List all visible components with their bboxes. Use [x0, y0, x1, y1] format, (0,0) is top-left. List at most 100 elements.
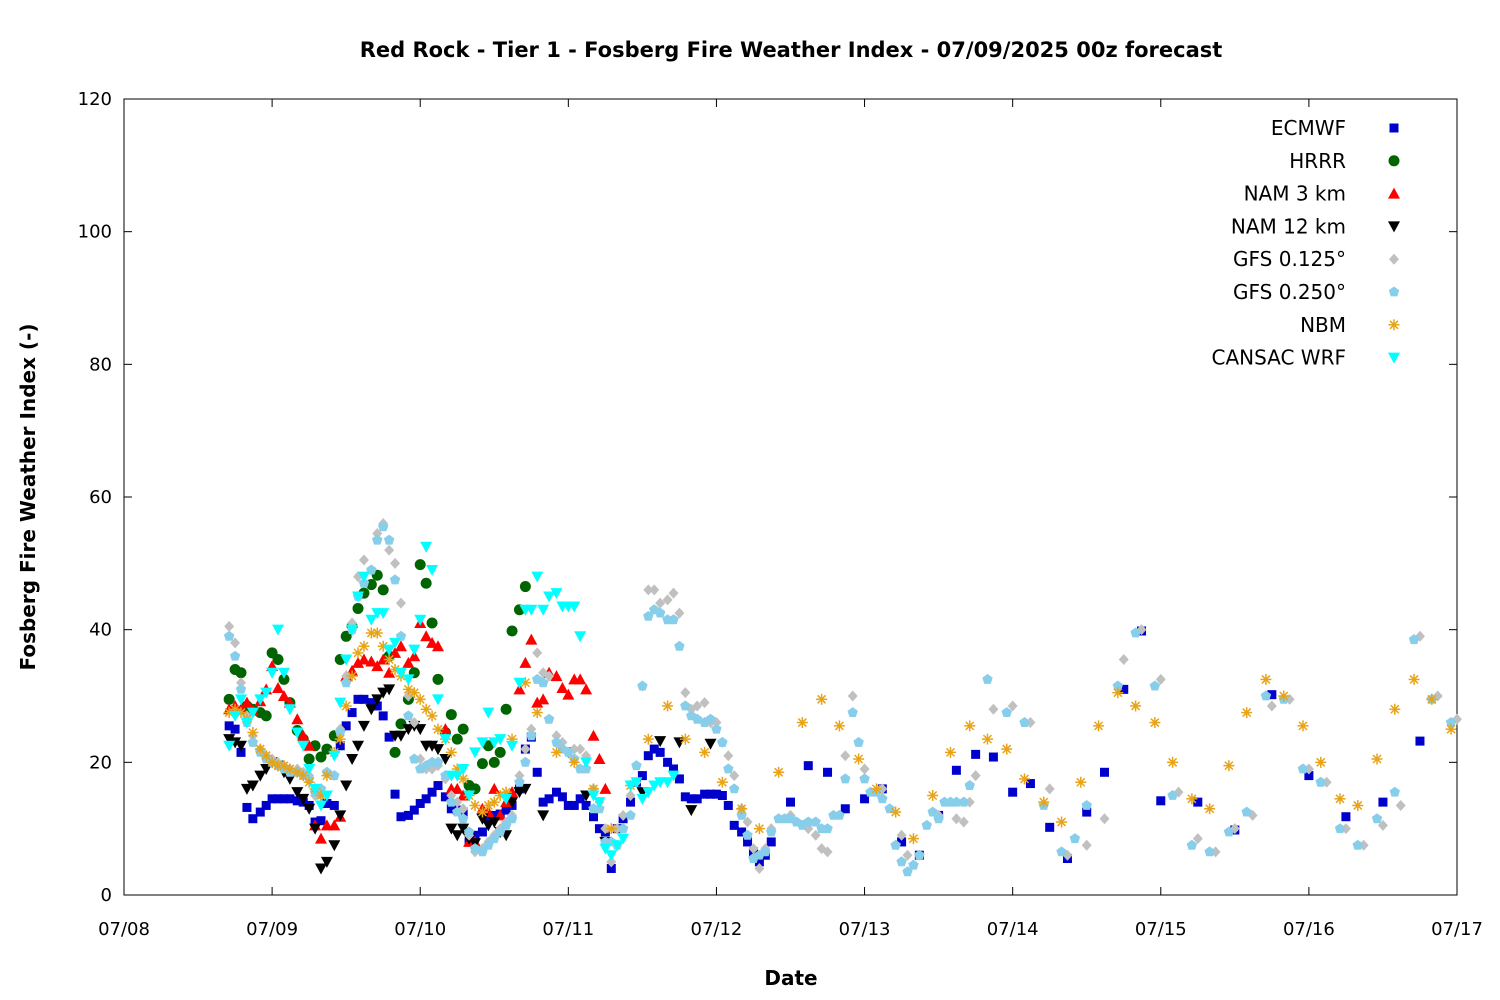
- data-point: [951, 813, 962, 825]
- data-point: [506, 797, 519, 809]
- data-point: [273, 794, 283, 804]
- data-point: [489, 810, 499, 820]
- data-point: [754, 862, 765, 874]
- data-point: [636, 793, 649, 805]
- data-point: [446, 804, 456, 814]
- data-point: [500, 793, 513, 805]
- series-ecmwf: [224, 626, 1425, 873]
- data-point: [445, 709, 457, 721]
- data-point: [358, 640, 370, 652]
- x-tick-label: 07/15: [1135, 919, 1187, 940]
- data-point: [352, 591, 365, 603]
- data-point: [1119, 684, 1129, 694]
- data-point: [352, 656, 365, 668]
- data-point: [414, 559, 426, 571]
- data-point: [1334, 793, 1346, 805]
- y-tick-label: 120: [78, 89, 112, 110]
- data-point: [314, 832, 327, 844]
- data-point: [277, 667, 290, 679]
- data-point: [372, 527, 383, 539]
- data-point: [531, 696, 544, 708]
- data-point: [736, 803, 748, 815]
- data-point: [1025, 779, 1035, 789]
- data-point: [403, 810, 413, 820]
- data-point: [822, 846, 833, 858]
- data-point: [1315, 756, 1327, 768]
- data-point: [346, 754, 359, 766]
- data-point: [618, 809, 629, 821]
- data-point: [580, 683, 593, 695]
- data-point: [1130, 627, 1141, 638]
- data-point: [743, 837, 753, 847]
- data-point: [439, 754, 452, 766]
- data-point: [1371, 753, 1383, 765]
- data-point: [229, 650, 241, 661]
- data-point: [1204, 803, 1216, 815]
- data-point: [365, 704, 378, 716]
- data-point: [816, 693, 828, 705]
- y-axis: 0 20 40 60 80 100 120: [78, 89, 1457, 906]
- data-point: [1389, 786, 1400, 797]
- data-point: [389, 746, 401, 758]
- data-point: [377, 608, 390, 620]
- data-point: [532, 767, 542, 777]
- data-point: [451, 770, 464, 782]
- data-point: [890, 839, 901, 850]
- data-point: [1082, 807, 1092, 817]
- legend-marker: [1388, 155, 1400, 167]
- data-point: [896, 829, 907, 841]
- legend-label: NBM: [1300, 313, 1346, 337]
- data-point: [357, 653, 370, 665]
- data-point: [971, 749, 981, 759]
- data-point: [488, 782, 501, 794]
- data-point: [1019, 773, 1031, 785]
- data-point: [834, 809, 845, 820]
- data-point: [334, 697, 347, 709]
- data-point: [606, 863, 616, 873]
- data-point: [260, 710, 272, 722]
- data-point: [680, 792, 690, 802]
- legend-marker: [1388, 221, 1400, 233]
- data-point: [347, 708, 357, 718]
- data-point: [643, 584, 654, 596]
- data-point: [513, 787, 526, 799]
- data-point: [563, 746, 574, 757]
- data-point: [415, 798, 425, 808]
- data-point: [445, 746, 457, 758]
- data-point: [1267, 690, 1277, 700]
- data-point: [803, 761, 813, 771]
- data-point: [371, 660, 384, 672]
- data-point: [316, 816, 326, 826]
- y-tick-label: 40: [89, 620, 112, 641]
- data-point: [606, 856, 617, 868]
- data-point: [285, 794, 295, 804]
- data-point: [649, 584, 660, 596]
- data-point: [395, 597, 406, 609]
- data-point: [329, 770, 340, 780]
- data-point: [970, 770, 981, 782]
- data-point: [297, 729, 310, 741]
- data-point: [630, 777, 643, 789]
- legend-marker: [1388, 352, 1400, 364]
- data-point: [328, 840, 341, 852]
- y-tick-label: 100: [78, 222, 112, 243]
- data-point: [551, 730, 562, 742]
- data-point: [469, 747, 482, 759]
- data-point: [514, 776, 525, 787]
- data-point: [921, 819, 932, 830]
- data-point: [1149, 680, 1161, 691]
- data-point: [1266, 700, 1277, 712]
- data-point: [723, 800, 733, 810]
- data-point: [580, 763, 592, 774]
- data-point: [617, 833, 630, 845]
- data-point: [240, 783, 253, 795]
- data-point: [352, 602, 364, 614]
- data-point: [488, 737, 501, 749]
- data-point: [255, 807, 265, 817]
- data-point: [1167, 756, 1179, 768]
- data-point: [526, 730, 537, 741]
- data-point: [433, 781, 443, 791]
- data-point: [537, 810, 550, 822]
- data-point: [476, 737, 489, 749]
- data-point: [420, 541, 433, 553]
